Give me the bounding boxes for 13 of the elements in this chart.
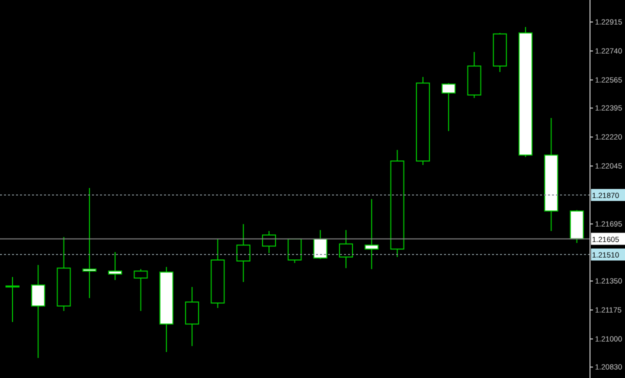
- candlestick: [108, 252, 122, 281]
- candlestick: [6, 276, 20, 323]
- candlestick: [442, 82, 456, 132]
- candlestick: [313, 230, 328, 260]
- candlestick: [185, 286, 200, 347]
- candlestick: [31, 264, 46, 358]
- candlestick: [262, 230, 276, 254]
- candlestick: [134, 268, 148, 312]
- candlestick: [82, 188, 96, 299]
- candlestick: [338, 230, 353, 269]
- candlestick: [236, 224, 250, 283]
- candlestick: [364, 198, 379, 270]
- candlestick: [288, 238, 302, 264]
